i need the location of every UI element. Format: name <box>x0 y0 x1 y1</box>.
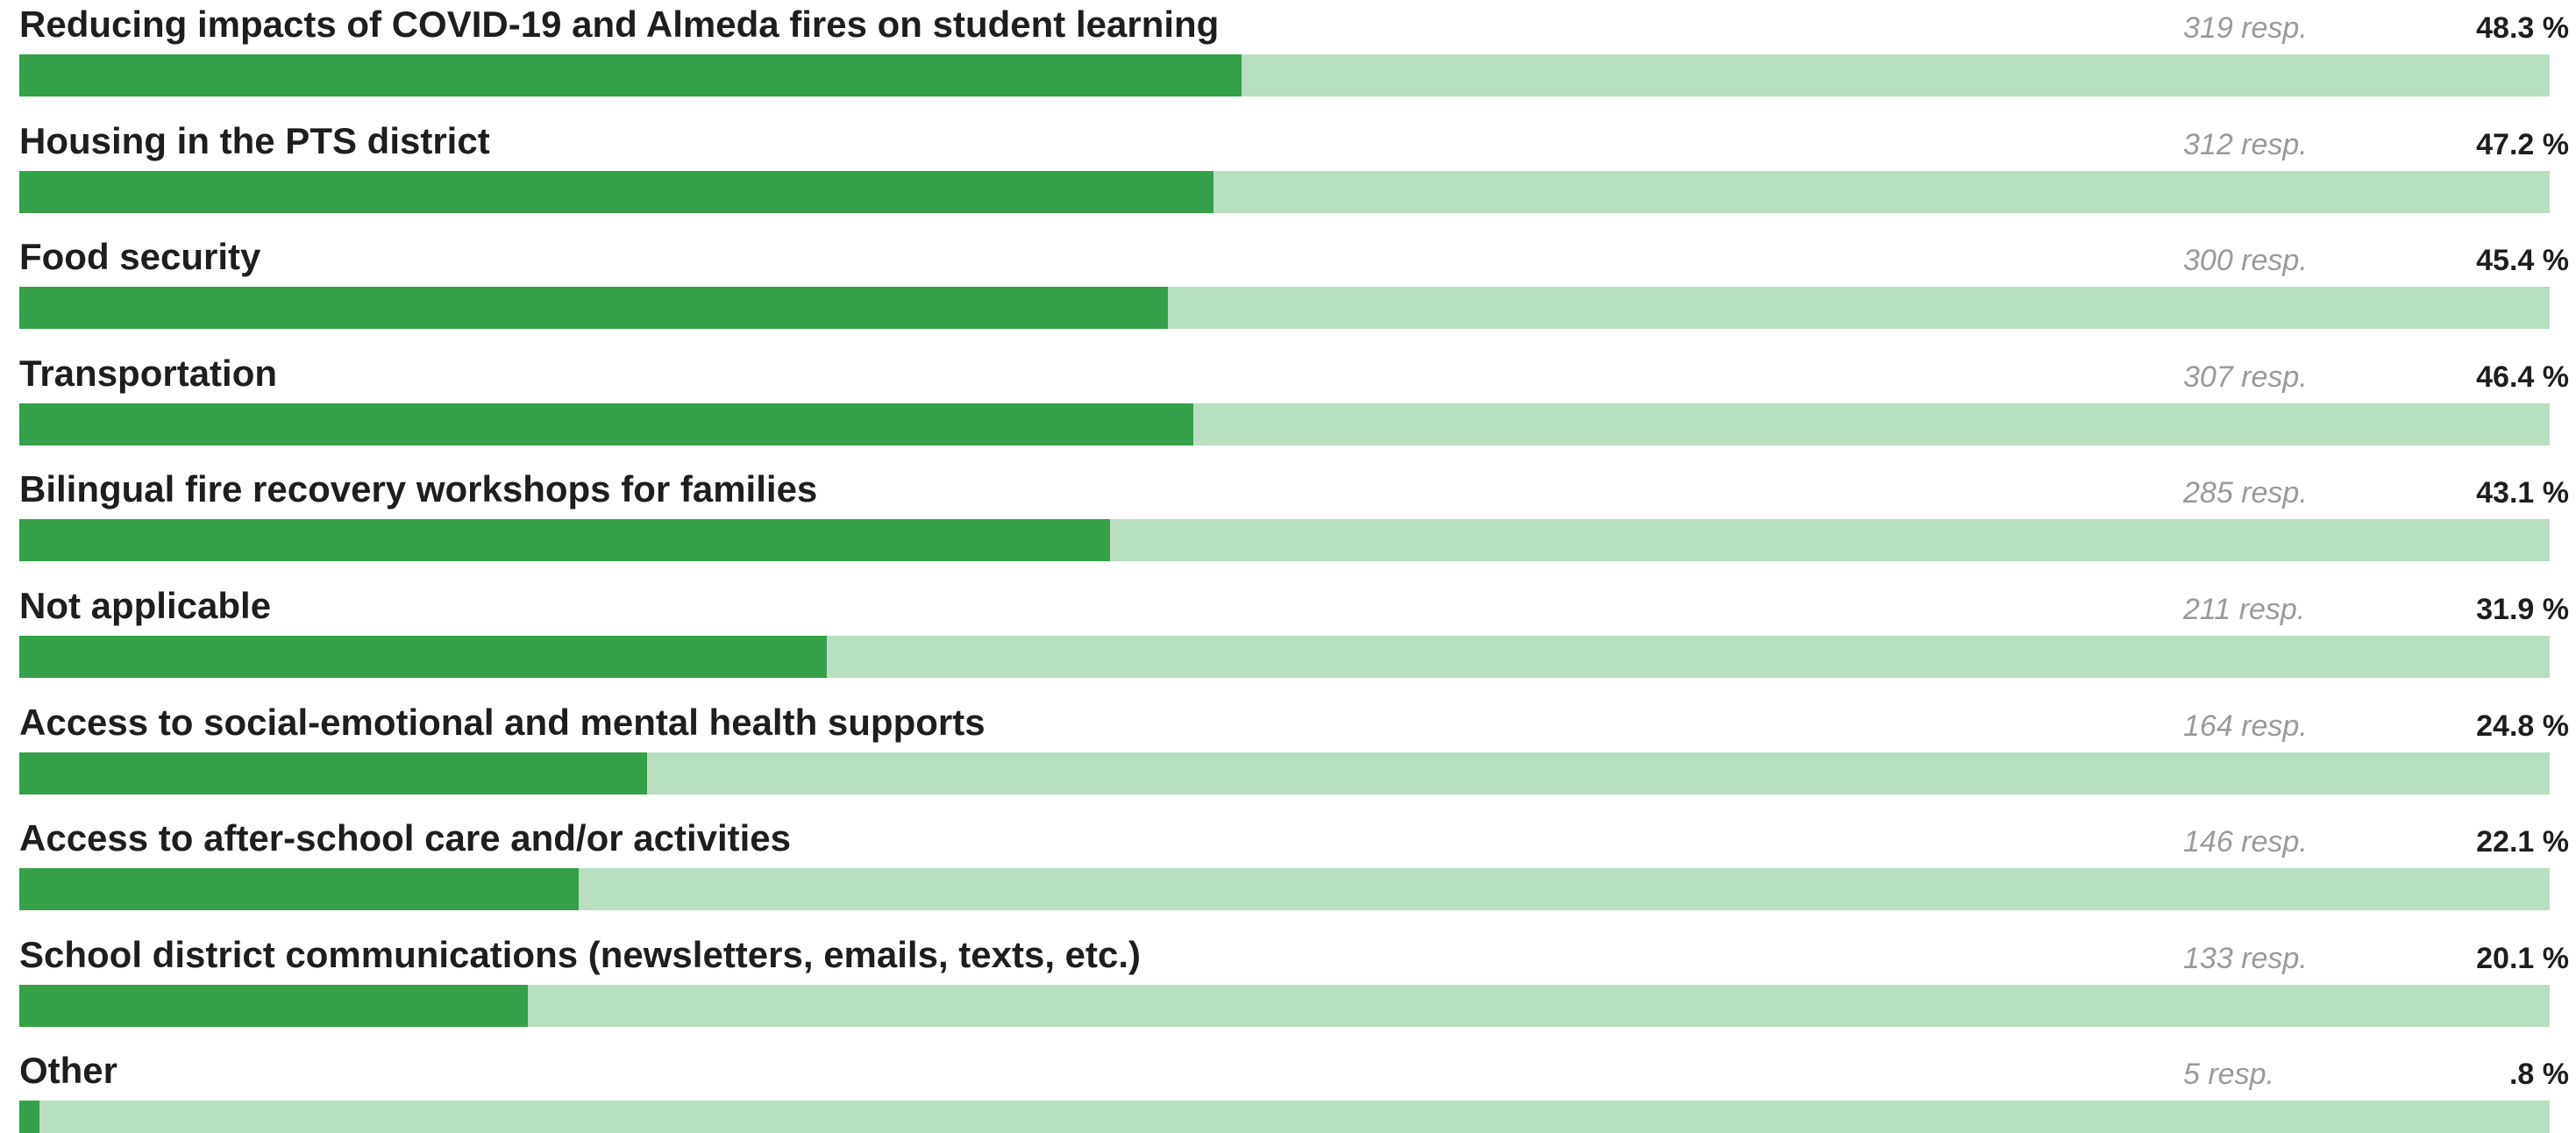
bar <box>19 170 1213 213</box>
percent-label: 43.1 % <box>2476 476 2569 510</box>
chart-row: Bilingual fire recovery workshops for fa… <box>19 465 2569 581</box>
bar-track <box>19 54 2550 96</box>
chart-row: Not applicable 211 resp. 31.9 % <box>19 581 2569 697</box>
chart-row: Food security 300 resp. 45.4 % <box>19 232 2569 348</box>
bar <box>19 1101 39 1133</box>
response-count: 211 resp. <box>2183 593 2306 626</box>
chart-row: School district communications (newslett… <box>19 930 2569 1046</box>
percent-label: 24.8 % <box>2476 709 2569 743</box>
response-count: 5 resp. <box>2183 1058 2274 1092</box>
percent-label: 48.3 % <box>2476 11 2569 45</box>
bar <box>19 636 827 678</box>
bar <box>19 403 1193 445</box>
response-count: 319 resp. <box>2183 11 2308 45</box>
percent-label: 22.1 % <box>2476 825 2569 859</box>
bar-track <box>19 170 2550 213</box>
response-count: 164 resp. <box>2183 709 2308 743</box>
row-label: Reducing impacts of COVID-19 and Almeda … <box>19 4 1220 45</box>
chart-row: Access to after-school care and/or activ… <box>19 814 2569 930</box>
chart-row: Housing in the PTS district 312 resp. 47.2… <box>19 117 2569 232</box>
row-label: Food security <box>19 236 261 278</box>
bar <box>19 54 1242 96</box>
percent-label: .8 % <box>2508 1058 2569 1092</box>
bar-track <box>19 636 2550 678</box>
percent-label: 31.9 % <box>2476 593 2569 626</box>
bar <box>19 868 579 911</box>
chart-row: Access to social-emotional and mental he… <box>19 698 2569 814</box>
chart-row: Other 5 resp. .8 % <box>19 1046 2569 1133</box>
row-label: Bilingual fire recovery workshops for fa… <box>19 468 818 510</box>
bar-track <box>19 1101 2550 1133</box>
bar-track <box>19 403 2550 445</box>
response-count: 133 resp. <box>2183 941 2308 975</box>
bar-track <box>19 752 2550 795</box>
bar <box>19 984 528 1027</box>
bar-track <box>19 984 2550 1027</box>
row-label: Housing in the PTS district <box>19 119 490 161</box>
row-label: Access to social-emotional and mental he… <box>19 701 986 743</box>
response-count: 146 resp. <box>2183 825 2308 859</box>
response-count: 312 resp. <box>2183 127 2308 161</box>
response-count: 307 resp. <box>2183 360 2308 394</box>
chart-row: Transportation 307 resp. 46.4 % <box>19 349 2569 465</box>
percent-label: 20.1 % <box>2476 941 2569 975</box>
row-label: Other <box>19 1050 118 1092</box>
percent-label: 46.4 % <box>2476 360 2569 394</box>
percent-label: 45.4 % <box>2476 244 2569 278</box>
row-label: Not applicable <box>19 585 272 626</box>
percent-label: 47.2 % <box>2476 127 2569 161</box>
row-label: Access to after-school care and/or activ… <box>19 817 792 859</box>
bar-track <box>19 868 2550 911</box>
response-count: 300 resp. <box>2183 244 2308 278</box>
response-count: 285 resp. <box>2183 476 2308 510</box>
bar-track <box>19 287 2550 330</box>
row-label: Transportation <box>19 352 278 394</box>
bar <box>19 287 1168 330</box>
bar <box>19 519 1110 562</box>
row-label: School district communications (newslett… <box>19 933 1142 975</box>
chart-row: Reducing impacts of COVID-19 and Almeda … <box>19 0 2569 116</box>
bar <box>19 752 647 795</box>
bar-track <box>19 519 2550 562</box>
